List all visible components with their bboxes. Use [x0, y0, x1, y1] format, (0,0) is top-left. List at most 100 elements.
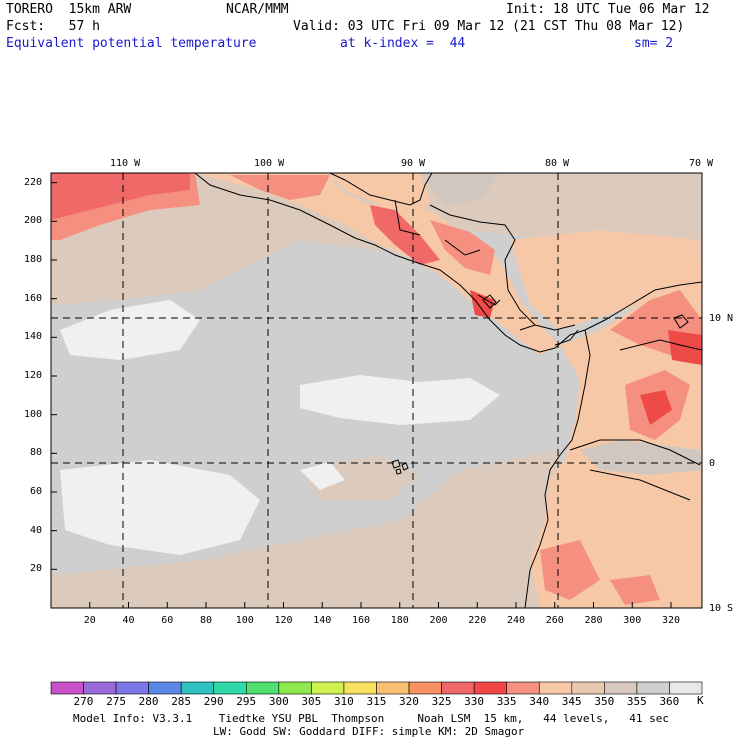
field-name: Equivalent potential temperature	[6, 36, 257, 51]
caribbean-coast-south-america	[584, 281, 702, 331]
border-panama	[554, 329, 579, 346]
lake-nicaragua	[482, 294, 497, 309]
model-title: TORERO 15km ARW	[6, 2, 132, 17]
left-axis-label: 20	[30, 563, 43, 575]
legend-swatch	[538, 681, 573, 695]
gulf-coast-mexico	[329, 173, 433, 206]
bottom-axis-label: 20	[83, 615, 96, 626]
legend-swatch	[83, 681, 117, 695]
legend-label: 355	[626, 695, 647, 708]
coastlines	[194, 173, 702, 608]
field-shading	[51, 173, 702, 608]
caribbean-coast-central-america	[429, 204, 576, 331]
legend-swatch	[180, 681, 215, 695]
legend-swatch	[636, 681, 670, 695]
left-axis-label: 180	[24, 254, 43, 265]
legend-swatch	[506, 681, 540, 695]
border-nicaragua	[477, 294, 501, 306]
legend-swatch	[246, 681, 280, 695]
legend-label: 270	[73, 695, 94, 708]
top-label-100w: 100 W	[254, 158, 285, 169]
lake-maracaibo	[673, 314, 689, 329]
bottom-axis-label: 180	[390, 615, 409, 626]
legend-label: 350	[594, 695, 615, 708]
model-info-line2: LW: Godd SW: Goddard DIFF: simple KM: 2D…	[213, 725, 525, 738]
plot-frame	[50, 172, 703, 609]
model-info-line1: Model Info: V3.3.1 Tiedtke YSU PBL Thomp…	[73, 712, 670, 725]
bottom-axis-label: 140	[313, 615, 332, 626]
legend-label: 280	[138, 695, 159, 708]
legend-swatch	[669, 681, 703, 695]
init-time: Init: 18 UTC Tue 06 Mar 12	[506, 2, 710, 17]
legend-label: 340	[529, 695, 550, 708]
legend-label: 300	[268, 695, 289, 708]
legend-swatch	[343, 681, 377, 695]
border-costa-rica	[519, 324, 536, 331]
border-ecuador-peru	[589, 469, 691, 501]
left-axis-label: 160	[24, 292, 43, 304]
left-axis-label: 60	[30, 486, 43, 497]
left-axis-label: 40	[30, 524, 43, 536]
legend-label: 320	[399, 695, 419, 708]
right-label-10n: 10 N	[709, 313, 734, 324]
caribbean-north	[500, 173, 702, 215]
bottom-axis-label: 240	[507, 615, 526, 626]
mexico-land	[330, 173, 430, 215]
left-axis-label: 220	[24, 176, 43, 188]
right-label-10s: 10 S	[709, 603, 734, 614]
bottom-axis-label: 280	[584, 615, 603, 626]
legend-swatch	[311, 681, 345, 695]
legend-label: 315	[366, 695, 387, 708]
legend-label: 285	[171, 695, 192, 708]
legend-unit: K	[697, 694, 704, 707]
legend-swatch	[408, 681, 442, 695]
bottom-axis-label: 300	[623, 615, 642, 626]
legend-swatch	[148, 681, 182, 695]
legend-swatch	[115, 681, 149, 695]
border-colombia-venezuela	[619, 339, 702, 351]
guatemala-hot	[370, 205, 440, 265]
ocean-cool-patch-1	[60, 300, 200, 360]
right-label-equator: 0	[709, 458, 716, 469]
venezuela-hot	[668, 330, 702, 365]
forecast-hour: Fcst: 57 h	[6, 19, 100, 34]
legend-swatch	[278, 681, 312, 695]
legend-label: 275	[106, 695, 126, 708]
bottom-axis-label: 260	[545, 615, 564, 626]
pacific-coast-central-america	[194, 173, 586, 353]
ocean-cool-patch-4	[300, 462, 345, 490]
top-label-110w: 110 W	[110, 158, 141, 169]
galapagos-islands	[391, 459, 409, 475]
legend-swatch	[473, 681, 507, 695]
border-honduras	[444, 239, 481, 256]
legend-label: 295	[236, 695, 257, 708]
legend-label: 345	[561, 695, 582, 708]
bottom-axis-label: 100	[235, 615, 254, 626]
ocean-cool-patch-3	[60, 460, 260, 555]
legend-label: 290	[203, 695, 224, 708]
nicaragua-hot	[470, 290, 495, 318]
gulf-of-mexico	[420, 173, 500, 205]
top-label-90w: 90 W	[401, 158, 426, 169]
bottom-axis-label: 80	[200, 615, 213, 626]
left-axis-label: 80	[30, 447, 43, 459]
legend-label: 305	[301, 695, 322, 708]
legend-label: 360	[659, 695, 680, 708]
bolivia-warm	[610, 575, 660, 605]
bottom-axis-label: 40	[122, 615, 135, 626]
left-axis-label: 200	[24, 215, 43, 227]
amazon-cool	[580, 440, 702, 475]
legend-swatch	[213, 681, 247, 695]
graticule	[51, 173, 702, 608]
left-tick-marks	[51, 182, 57, 570]
peru-warm	[540, 540, 600, 600]
bottom-axis-label: 320	[662, 615, 681, 626]
bottom-tick-marks	[89, 602, 672, 608]
ocean-cool-patch-2	[300, 375, 500, 425]
honduras-warm	[430, 220, 495, 275]
color-legend-bar	[50, 681, 703, 695]
mexico-warm	[230, 175, 330, 200]
bottom-axis-label: 200	[429, 615, 448, 626]
andes-hot	[640, 390, 672, 425]
